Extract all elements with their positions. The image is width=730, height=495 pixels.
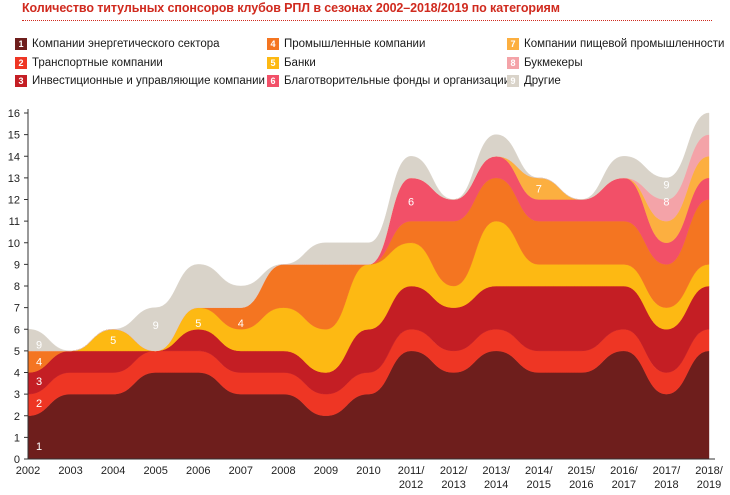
x-tick-label-line2: 2016 <box>569 479 593 491</box>
x-tick-label: 2007 <box>229 465 253 477</box>
legend-item: 7 Компании пищевой промышленности <box>507 37 724 51</box>
y-tick-label: 9 <box>14 259 20 271</box>
y-tick-label: 15 <box>8 130 20 142</box>
x-tick-label-line2: 2019 <box>697 479 721 491</box>
legend-label: Инвестиционные и управляющие компании <box>32 75 265 87</box>
legend-item: 9 Другие <box>507 74 561 88</box>
y-tick-label: 10 <box>8 238 20 250</box>
y-tick-label: 11 <box>9 216 20 228</box>
x-tick-label-line2: 2018 <box>654 479 678 491</box>
x-tick-label: 2015/ <box>568 465 596 477</box>
x-tick-label: 2016/ <box>610 465 638 477</box>
legend-label: Благотворительные фонды и организации <box>284 75 511 87</box>
area-annotation: 2 <box>36 398 42 410</box>
area-annotation: 6 <box>408 197 414 209</box>
y-tick-label: 4 <box>14 368 20 380</box>
x-tick-label: 2003 <box>58 465 82 477</box>
legend-swatch: 8 <box>507 57 519 69</box>
legend-swatch: 3 <box>15 75 27 87</box>
legend-label: Другие <box>524 75 561 87</box>
x-tick-label: 2018/ <box>695 465 723 477</box>
y-tick-label: 14 <box>8 151 20 163</box>
legend-item: 6 Благотворительные фонды и организации <box>267 74 510 88</box>
y-tick-label: 5 <box>14 346 20 358</box>
chart-title: Количество титульных спонсоров клубов РП… <box>22 1 560 15</box>
area-annotation: 7 <box>536 184 542 196</box>
y-tick-label: 0 <box>14 454 20 466</box>
x-tick-label-line2: 2017 <box>612 479 636 491</box>
area-annotation: 1 <box>36 441 42 453</box>
x-tick-label: 2014/ <box>525 465 553 477</box>
legend-item: 3 Инвестиционные и управляющие компании <box>15 74 265 88</box>
x-tick-label: 2008 <box>271 465 295 477</box>
legend-item: 1 Компании энергетического сектора <box>15 37 220 51</box>
y-tick-label: 13 <box>8 173 20 185</box>
legend-swatch: 6 <box>267 75 279 87</box>
title-divider <box>22 20 712 21</box>
x-tick-label: 2010 <box>356 465 380 477</box>
legend-item: 8 Букмекеры <box>507 56 583 70</box>
area-annotation: 5 <box>195 318 201 330</box>
legend-swatch: 1 <box>15 38 27 50</box>
legend-label: Компании энергетического сектора <box>32 38 220 50</box>
x-tick-label: 2002 <box>16 465 40 477</box>
legend-label: Промышленные компании <box>284 38 426 50</box>
x-tick-label: 2005 <box>143 465 167 477</box>
y-tick-label: 7 <box>14 303 20 315</box>
area-annotation: 9 <box>663 179 669 191</box>
legend-swatch: 5 <box>267 57 279 69</box>
x-tick-label: 2011/ <box>398 465 426 477</box>
area-annotation: 9 <box>36 339 42 351</box>
area-annotation: 4 <box>36 357 42 369</box>
legend-label: Транспортные компании <box>32 57 163 69</box>
x-tick-label-line2: 2014 <box>484 479 508 491</box>
y-tick-label: 1 <box>14 432 20 444</box>
area-annotation: 8 <box>663 197 669 209</box>
x-tick-label: 2006 <box>186 465 210 477</box>
legend-swatch: 7 <box>507 38 519 50</box>
legend-label: Букмекеры <box>524 57 583 69</box>
x-tick-label-line2: 2012 <box>399 479 423 491</box>
legend-swatch: 9 <box>507 75 519 87</box>
area-annotation: 5 <box>110 335 116 347</box>
y-tick-label: 8 <box>14 281 20 293</box>
legend-label: Банки <box>284 57 316 69</box>
area-series-10 <box>27 112 710 352</box>
legend-label: Компании пищевой промышленности <box>524 38 725 50</box>
x-tick-label: 2012/ <box>440 465 468 477</box>
legend-item: 2 Транспортные компании <box>15 56 163 70</box>
legend-swatch: 2 <box>15 57 27 69</box>
y-tick-label: 2 <box>14 411 20 423</box>
x-tick-label-line2: 2015 <box>527 479 551 491</box>
x-tick-label-line2: 2013 <box>441 479 465 491</box>
legend-swatch: 4 <box>267 38 279 50</box>
legend-item: 5 Банки <box>267 56 316 70</box>
x-tick-label: 2017/ <box>653 465 681 477</box>
chart-legend: 1 Компании энергетического сектора 2 Трансп… <box>15 35 725 95</box>
y-tick-label: 6 <box>14 324 20 336</box>
y-tick-label: 3 <box>14 389 20 401</box>
legend-item: 4 Промышленные компании <box>267 37 425 51</box>
x-tick-label: 2004 <box>101 465 125 477</box>
area-annotation: 4 <box>238 318 244 330</box>
x-tick-label: 2009 <box>314 465 338 477</box>
x-tick-label: 2013/ <box>482 465 510 477</box>
y-tick-label: 16 <box>8 108 20 120</box>
area-annotation: 9 <box>153 320 159 332</box>
area-annotation: 3 <box>36 376 42 388</box>
y-tick-label: 12 <box>8 195 20 207</box>
